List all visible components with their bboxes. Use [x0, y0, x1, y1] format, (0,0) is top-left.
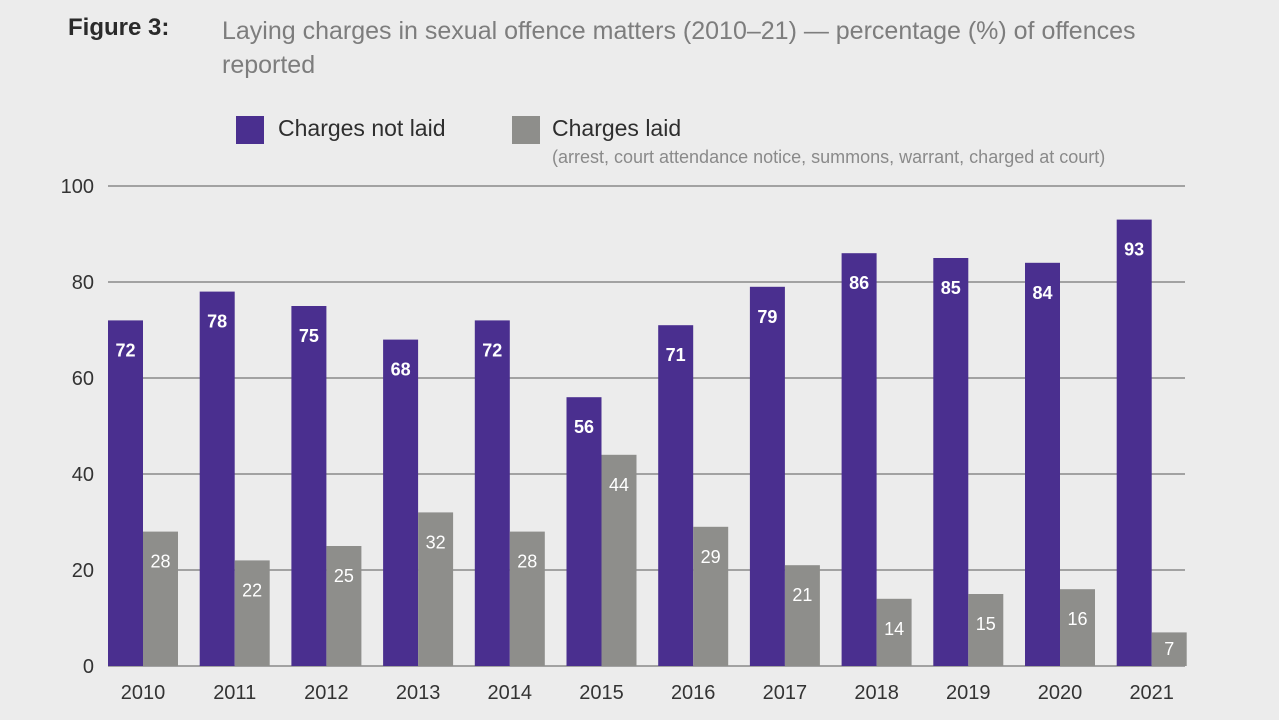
legend-swatch-charges-not-laid: [236, 116, 264, 144]
bar-laid-2011: [234, 560, 270, 666]
x-tick-label-2012: 2012: [304, 682, 349, 704]
bar-not-laid-2012: [291, 306, 327, 666]
data-label-laid-2020: 16: [1067, 609, 1087, 629]
bar-not-laid-2015: [566, 397, 602, 666]
bar-laid-2019: [968, 594, 1004, 666]
bar-laid-2018: [876, 598, 912, 666]
data-label-laid-2010: 28: [150, 552, 170, 572]
data-label-laid-2012: 25: [334, 566, 354, 586]
bar-laid-2015: [601, 454, 637, 666]
data-label-not-laid-2013: 68: [391, 360, 411, 380]
bar-not-laid-2014: [474, 320, 510, 666]
y-tick-label-80: 80: [72, 272, 94, 294]
figure-title: Laying charges in sexual offence matters…: [222, 17, 1136, 79]
bar-not-laid-2016: [658, 325, 694, 666]
data-label-not-laid-2011: 78: [207, 312, 227, 332]
data-label-not-laid-2016: 71: [666, 345, 686, 365]
bar-not-laid-2020: [1025, 262, 1060, 666]
data-label-not-laid-2017: 79: [757, 307, 777, 327]
x-tick-label-2016: 2016: [671, 682, 716, 704]
bar-not-laid-2010: [108, 320, 143, 666]
data-label-laid-2016: 29: [701, 547, 721, 567]
data-label-not-laid-2015: 56: [574, 417, 594, 437]
data-label-laid-2014: 28: [517, 552, 537, 572]
y-tick-label-60: 60: [72, 368, 94, 390]
x-tick-label-2017: 2017: [763, 682, 808, 704]
legend-swatch-charges-laid: [512, 116, 540, 144]
bar-not-laid-2013: [383, 339, 419, 666]
bar-laid-2013: [418, 512, 454, 666]
x-tick-label-2011: 2011: [213, 682, 256, 704]
x-tick-label-2018: 2018: [854, 682, 899, 704]
bar-laid-2021: [1151, 632, 1187, 666]
data-label-not-laid-2010: 72: [115, 340, 135, 360]
figure-label: Figure 3:: [68, 14, 170, 41]
bar-not-laid-2018: [841, 253, 877, 666]
legend-label-charges-laid: Charges laid: [552, 115, 682, 141]
data-label-laid-2021: 7: [1164, 639, 1174, 659]
data-label-laid-2018: 14: [884, 619, 904, 639]
x-tick-label-2020: 2020: [1038, 682, 1083, 704]
x-tick-label-2015: 2015: [579, 682, 624, 704]
data-label-laid-2019: 15: [976, 614, 996, 634]
x-tick-label-2014: 2014: [488, 682, 533, 704]
data-label-laid-2013: 32: [426, 532, 446, 552]
data-label-laid-2017: 21: [792, 585, 812, 605]
bar-not-laid-2019: [933, 258, 969, 666]
bar-laid-2016: [693, 526, 729, 666]
bar-laid-2012: [326, 546, 362, 666]
bar-not-laid-2011: [199, 291, 235, 666]
y-tick-label-0: 0: [83, 656, 94, 678]
data-label-not-laid-2014: 72: [482, 340, 502, 360]
bar-laid-2020: [1060, 589, 1095, 666]
bar-laid-2017: [784, 565, 820, 666]
x-tick-label-2010: 2010: [121, 682, 166, 704]
bar-not-laid-2017: [749, 286, 785, 666]
data-label-not-laid-2018: 86: [849, 273, 869, 293]
y-tick-label-40: 40: [72, 464, 94, 486]
data-label-laid-2015: 44: [609, 475, 629, 495]
bar-laid-2010: [143, 531, 178, 666]
y-tick-label-100: 100: [61, 176, 94, 198]
bar-laid-2014: [509, 531, 545, 666]
data-label-laid-2011: 22: [242, 580, 262, 600]
x-tick-label-2013: 2013: [396, 682, 441, 704]
bar-not-laid-2021: [1116, 219, 1152, 666]
data-label-not-laid-2020: 84: [1032, 283, 1052, 303]
y-tick-label-20: 20: [72, 560, 94, 582]
legend-label-charges-not-laid: Charges not laid: [278, 115, 446, 141]
data-label-not-laid-2019: 85: [941, 278, 961, 298]
x-tick-label-2019: 2019: [946, 682, 991, 704]
data-label-not-laid-2021: 93: [1124, 240, 1144, 260]
data-label-not-laid-2012: 75: [299, 326, 319, 346]
x-tick-label-2021: 2021: [1129, 682, 1174, 704]
legend-note-charges-laid: (arrest, court attendance notice, summon…: [552, 147, 1106, 167]
